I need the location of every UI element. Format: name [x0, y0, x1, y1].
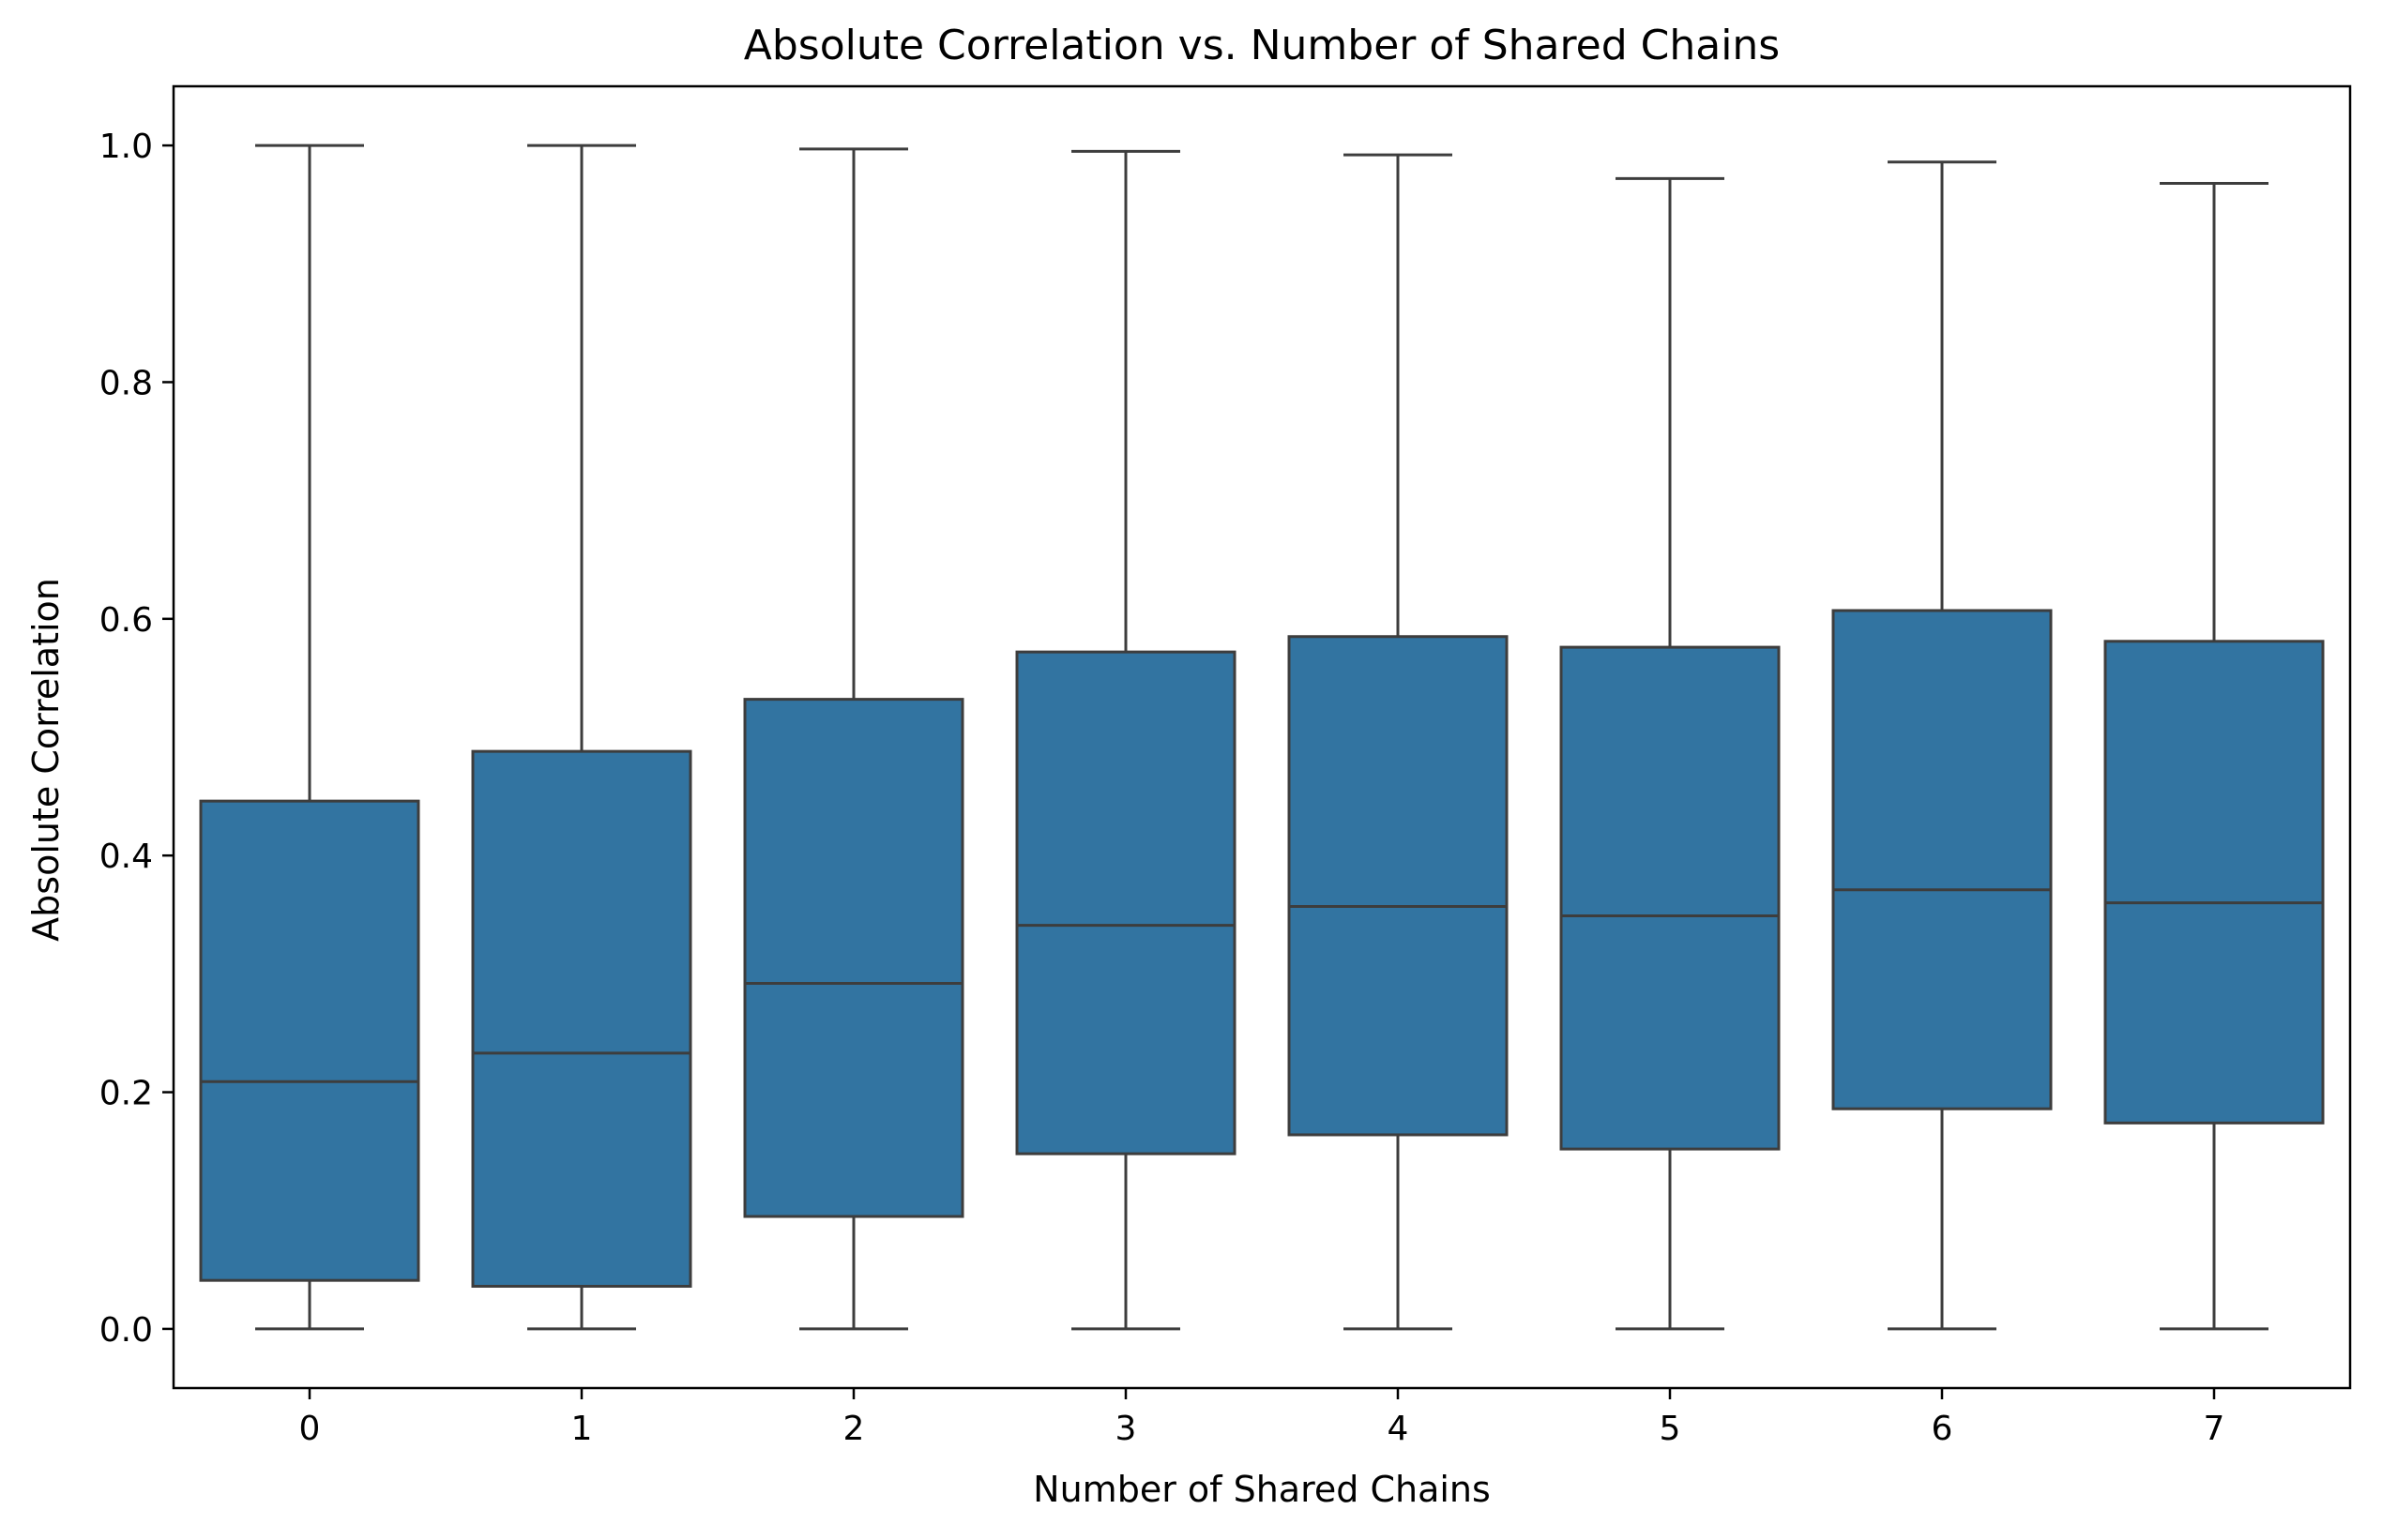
y-tick-label: 0.8 — [99, 364, 153, 402]
iqr-box — [1015, 650, 1237, 1155]
box-group-3 — [1015, 149, 1237, 1331]
y-tick-label: 0.4 — [99, 838, 153, 876]
x-tick-label: 1 — [571, 1410, 593, 1448]
x-tick-label: 4 — [1388, 1410, 1409, 1448]
x-axis-label: Number of Shared Chains — [1033, 1469, 1491, 1510]
box-group-7 — [2103, 181, 2325, 1331]
box-group-2 — [743, 147, 964, 1331]
x-tick-label: 5 — [1660, 1410, 1681, 1448]
iqr-box — [1287, 635, 1509, 1137]
x-tick-label: 0 — [299, 1410, 321, 1448]
iqr-box — [471, 749, 692, 1288]
iqr-box — [2103, 640, 2325, 1125]
iqr-box — [743, 698, 964, 1218]
box-group-6 — [1831, 160, 2053, 1331]
boxes-layer — [199, 143, 2325, 1331]
x-tick-label: 2 — [843, 1410, 865, 1448]
plot-frame — [172, 84, 2352, 1390]
y-tick-label: 0.2 — [99, 1075, 153, 1113]
iqr-box — [1831, 609, 2053, 1110]
y-axis-label: Absolute Correlation — [25, 578, 67, 942]
box-group-1 — [471, 143, 692, 1331]
box-group-0 — [199, 143, 420, 1331]
iqr-box — [199, 799, 420, 1282]
y-tick-label: 0.0 — [99, 1311, 153, 1350]
chart-title: Absolute Correlation vs. Number of Share… — [744, 22, 1780, 69]
x-tick-label: 6 — [1932, 1410, 1953, 1448]
box-group-5 — [1559, 176, 1781, 1331]
box-group-4 — [1287, 153, 1509, 1331]
x-tick-label: 3 — [1115, 1410, 1137, 1448]
iqr-box — [1559, 645, 1781, 1151]
axes-layer: 0.0 0.2 0.4 0.6 0.8 1.0 0 1 2 3 4 5 6 7 — [99, 84, 2352, 1448]
x-tick-label: 7 — [2204, 1410, 2225, 1448]
y-tick-label: 1.0 — [99, 128, 153, 166]
y-tick-label: 0.6 — [99, 601, 153, 640]
